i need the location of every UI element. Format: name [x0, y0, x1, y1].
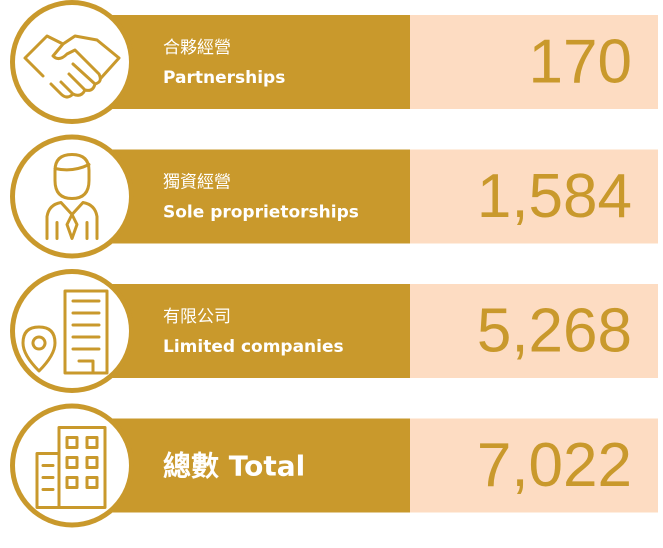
row-value: 1,584 — [477, 162, 632, 231]
label-band — [100, 15, 410, 109]
row-label-zh: 合夥經營 — [163, 38, 231, 58]
icon — [35, 426, 107, 509]
row-label-en: Sole proprietorships — [163, 203, 359, 223]
row-value: 5,268 — [477, 296, 632, 365]
row-value: 7,022 — [477, 431, 632, 500]
icon — [23, 34, 121, 99]
icon — [45, 153, 99, 240]
value-box — [410, 284, 658, 378]
label-band — [100, 284, 410, 378]
row-label-en: Partnerships — [163, 68, 285, 88]
value-box — [410, 418, 658, 513]
row: 獨資經營 Sole proprietorships 1,584 — [10, 134, 658, 259]
label-band — [100, 418, 410, 513]
row: 總數 Total 7,022 — [10, 403, 658, 528]
row-label-zh: 有限公司 — [163, 307, 231, 327]
icon — [21, 289, 109, 375]
value-box — [410, 149, 658, 244]
icon-circle — [15, 274, 129, 388]
row-label: 總數 Total — [163, 450, 305, 483]
row-label-en: Limited companies — [163, 337, 344, 357]
row-value: 170 — [529, 27, 632, 96]
row: 合夥經營 Partnerships 170 — [10, 0, 658, 124]
label-band — [100, 149, 410, 244]
row: 有限公司 Limited companies 5,268 — [10, 269, 658, 393]
value-box — [410, 15, 658, 109]
row-label-zh: 獨資經營 — [163, 173, 231, 193]
icon-circle — [15, 139, 129, 254]
icon-circle — [15, 408, 129, 523]
icon-circle — [15, 5, 129, 119]
